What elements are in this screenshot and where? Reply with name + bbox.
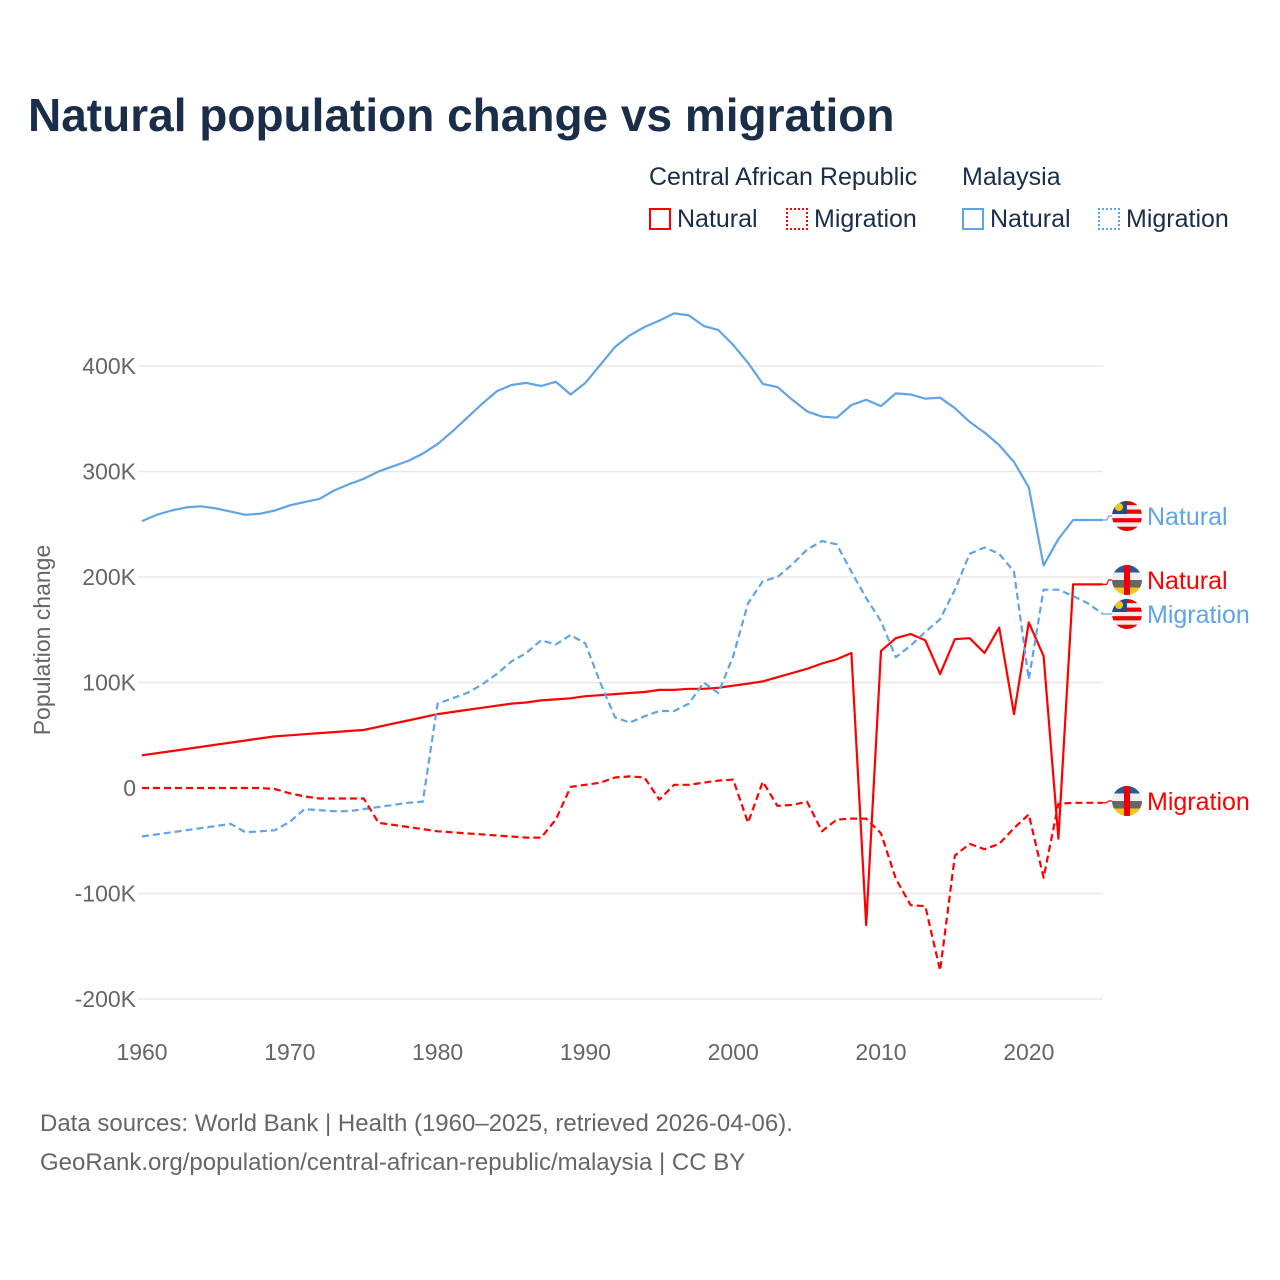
legend-malaysia-natural[interactable]: Natural — [962, 205, 1071, 234]
legend-label: Migration — [1126, 205, 1229, 233]
end-label: Migration — [1147, 601, 1250, 629]
legend-swatch — [786, 208, 808, 230]
x-tick-label: 2010 — [855, 1039, 906, 1065]
end-label: Migration — [1147, 788, 1250, 816]
y-tick-label: 200K — [82, 564, 136, 590]
y-tick-label: 400K — [82, 353, 136, 379]
legend-car-migration[interactable]: Migration — [786, 205, 917, 234]
y-tick-label: -200K — [75, 986, 137, 1012]
flag-stripe — [1112, 526, 1142, 531]
y-tick-label: 300K — [82, 459, 136, 485]
legend-label: Migration — [814, 205, 917, 233]
x-tick-label: 1960 — [116, 1039, 167, 1065]
legend-swatch — [1098, 208, 1120, 230]
y-tick-label: 0 — [123, 775, 136, 801]
series-line-central-african-republic-natural — [141, 583, 1103, 927]
end-label: Natural — [1147, 503, 1228, 531]
flag-stripe — [1112, 522, 1142, 527]
malaysia-flag-icon — [1112, 599, 1142, 629]
flag-stripe — [1112, 513, 1142, 519]
end-label: Natural — [1147, 567, 1228, 595]
footer-source: Data sources: World Bank | Health (1960–… — [40, 1110, 793, 1137]
flag-moon — [1115, 503, 1123, 511]
legend-swatch — [962, 208, 984, 230]
flag-body — [1112, 786, 1142, 816]
malaysia-flag-icon — [1112, 501, 1142, 531]
car-flag-icon — [1112, 565, 1142, 595]
flag-stripe — [1112, 624, 1142, 629]
flag-vertical-band — [1124, 786, 1130, 816]
legend-group-malaysia: Malaysia — [962, 163, 1061, 191]
car-flag-icon — [1112, 786, 1142, 816]
legend-label: Natural — [990, 205, 1071, 233]
legend-malaysia-migration[interactable]: Migration — [1098, 205, 1229, 234]
x-tick-label: 2020 — [1003, 1039, 1054, 1065]
flag-stripe — [1112, 611, 1142, 617]
x-tick-label: 1970 — [264, 1039, 315, 1065]
end-label-connector — [1102, 515, 1113, 521]
y-tick-label: -100K — [75, 881, 137, 907]
series-line-central-african-republic-migration — [142, 775, 1103, 972]
flag-moon — [1115, 601, 1123, 609]
flag-stripe — [1112, 616, 1142, 621]
legend-label: Natural — [677, 205, 758, 233]
y-axis-label: Population change — [29, 545, 55, 736]
series-line-malaysia-migration — [141, 539, 1104, 838]
flag-stripe — [1112, 518, 1142, 523]
x-tick-label: 1990 — [560, 1039, 611, 1065]
end-label-connector — [1102, 579, 1113, 585]
flag-vertical-band — [1124, 565, 1130, 595]
flag-body — [1112, 501, 1142, 531]
legend-car-natural[interactable]: Natural — [649, 205, 758, 234]
x-tick-label: 1980 — [412, 1039, 463, 1065]
end-label-connector — [1102, 800, 1113, 804]
y-tick-label: 100K — [82, 670, 136, 696]
legend-group-car: Central African Republic — [649, 163, 918, 191]
chart-title: Natural population change vs migration — [28, 89, 895, 141]
x-tick-label: 2000 — [708, 1039, 759, 1065]
flag-body — [1112, 565, 1142, 595]
footer-link[interactable]: GeoRank.org/population/central-african-r… — [40, 1149, 746, 1176]
series-line-malaysia-natural — [141, 312, 1103, 567]
flag-body — [1112, 599, 1142, 629]
legend-swatch — [649, 208, 671, 230]
flag-stripe — [1112, 620, 1142, 625]
